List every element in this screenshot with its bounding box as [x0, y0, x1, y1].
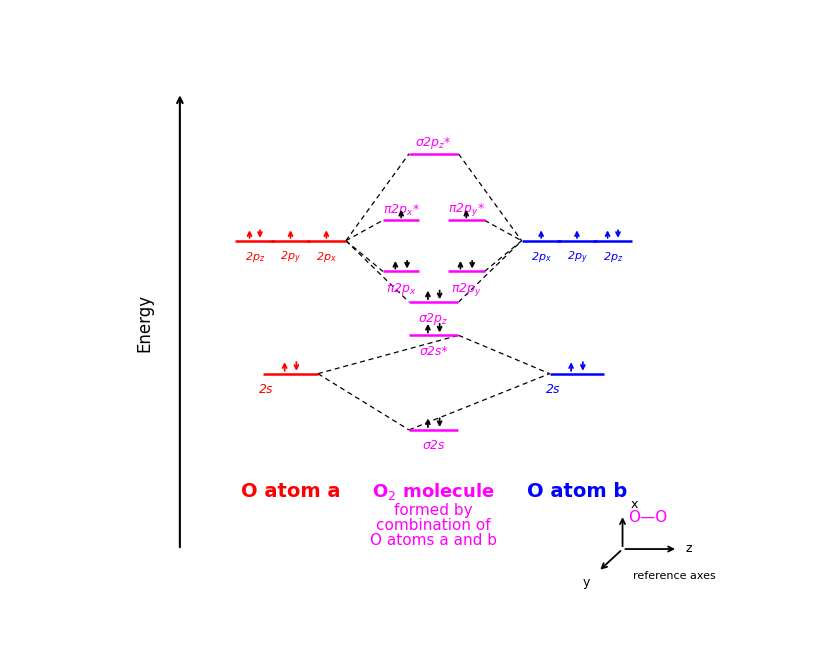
Text: 2p$_y$: 2p$_y$ — [280, 250, 301, 266]
Text: σ2p$_z$: σ2p$_z$ — [418, 311, 449, 327]
Text: Energy: Energy — [135, 293, 153, 352]
Text: O$_2$ molecule: O$_2$ molecule — [372, 481, 495, 502]
Text: π2p$_x$: π2p$_x$ — [386, 281, 417, 297]
Text: π2p$_y$*: π2p$_y$* — [448, 201, 485, 218]
Text: π2p$_y$: π2p$_y$ — [451, 281, 481, 297]
Text: O—O: O—O — [627, 511, 667, 525]
Text: 2p$_x$: 2p$_x$ — [316, 250, 337, 264]
Text: O atom a: O atom a — [241, 482, 340, 501]
Text: σ2s: σ2s — [423, 439, 445, 452]
Text: σ2s*: σ2s* — [419, 345, 448, 357]
Text: z: z — [685, 542, 692, 554]
Text: σ2p$_z$*: σ2p$_z$* — [415, 135, 452, 151]
Text: x: x — [631, 498, 638, 511]
Text: O atom b: O atom b — [527, 482, 627, 501]
Text: combination of: combination of — [376, 518, 491, 533]
Text: 2p$_z$: 2p$_z$ — [602, 250, 623, 264]
Text: reference axes: reference axes — [633, 570, 716, 581]
Text: 2s: 2s — [546, 383, 560, 396]
Text: 2p$_z$: 2p$_z$ — [244, 250, 265, 264]
Text: y: y — [583, 576, 591, 589]
Text: formed by: formed by — [395, 503, 473, 518]
Text: 2p$_x$: 2p$_x$ — [531, 250, 552, 264]
Text: O atoms a and b: O atoms a and b — [370, 533, 497, 548]
Text: π2p$_x$*: π2p$_x$* — [383, 202, 420, 218]
Text: 2p$_y$: 2p$_y$ — [566, 250, 587, 266]
Text: 2s: 2s — [260, 383, 274, 396]
